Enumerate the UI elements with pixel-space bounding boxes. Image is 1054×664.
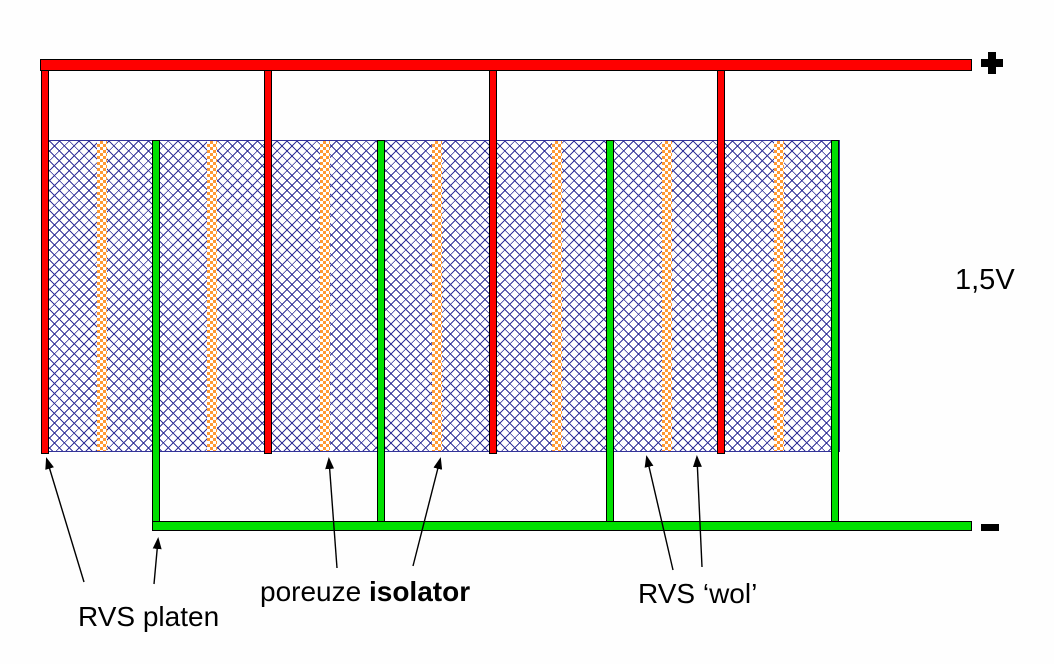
- separator-plate: [207, 141, 217, 451]
- label-isolator-bold: isolator: [368, 576, 471, 607]
- negative-plate: [377, 140, 385, 526]
- annotation-arrow: [412, 457, 443, 567]
- label-rvs-wol: RVS ‘wol’: [638, 578, 758, 609]
- positive-plate: [717, 70, 725, 454]
- label-rvs-platen: RVS platen: [78, 601, 220, 632]
- positive-plate: [264, 70, 272, 454]
- annotation-arrow: [152, 537, 162, 585]
- separator-plate: [552, 141, 562, 451]
- positive-plate: [489, 70, 497, 454]
- separator-plate: [774, 141, 784, 451]
- voltage-label: 1,5V: [955, 264, 1015, 296]
- negative-plate: [831, 140, 839, 526]
- positive-plate: [41, 70, 49, 454]
- annotation-arrow: [644, 455, 674, 571]
- label-poreuze-isolator: poreuze isolator: [260, 576, 470, 608]
- separator-plate: [320, 141, 330, 451]
- negative-plate: [152, 140, 160, 526]
- separator-plate: [662, 141, 672, 451]
- separator-plate: [432, 141, 442, 451]
- negative-plate: [606, 140, 614, 526]
- separator-plate: [97, 141, 107, 451]
- plus-symbol-vertical-bar: [988, 52, 996, 74]
- minus-symbol: [981, 524, 999, 531]
- annotation-arrow: [45, 457, 85, 583]
- label-poreuze-normal: poreuze: [260, 576, 369, 607]
- annotation-arrow: [325, 457, 338, 569]
- negative-bus: [152, 521, 972, 531]
- positive-bus: [40, 59, 972, 71]
- plus-symbol: [981, 52, 1003, 74]
- annotation-arrow: [692, 455, 703, 568]
